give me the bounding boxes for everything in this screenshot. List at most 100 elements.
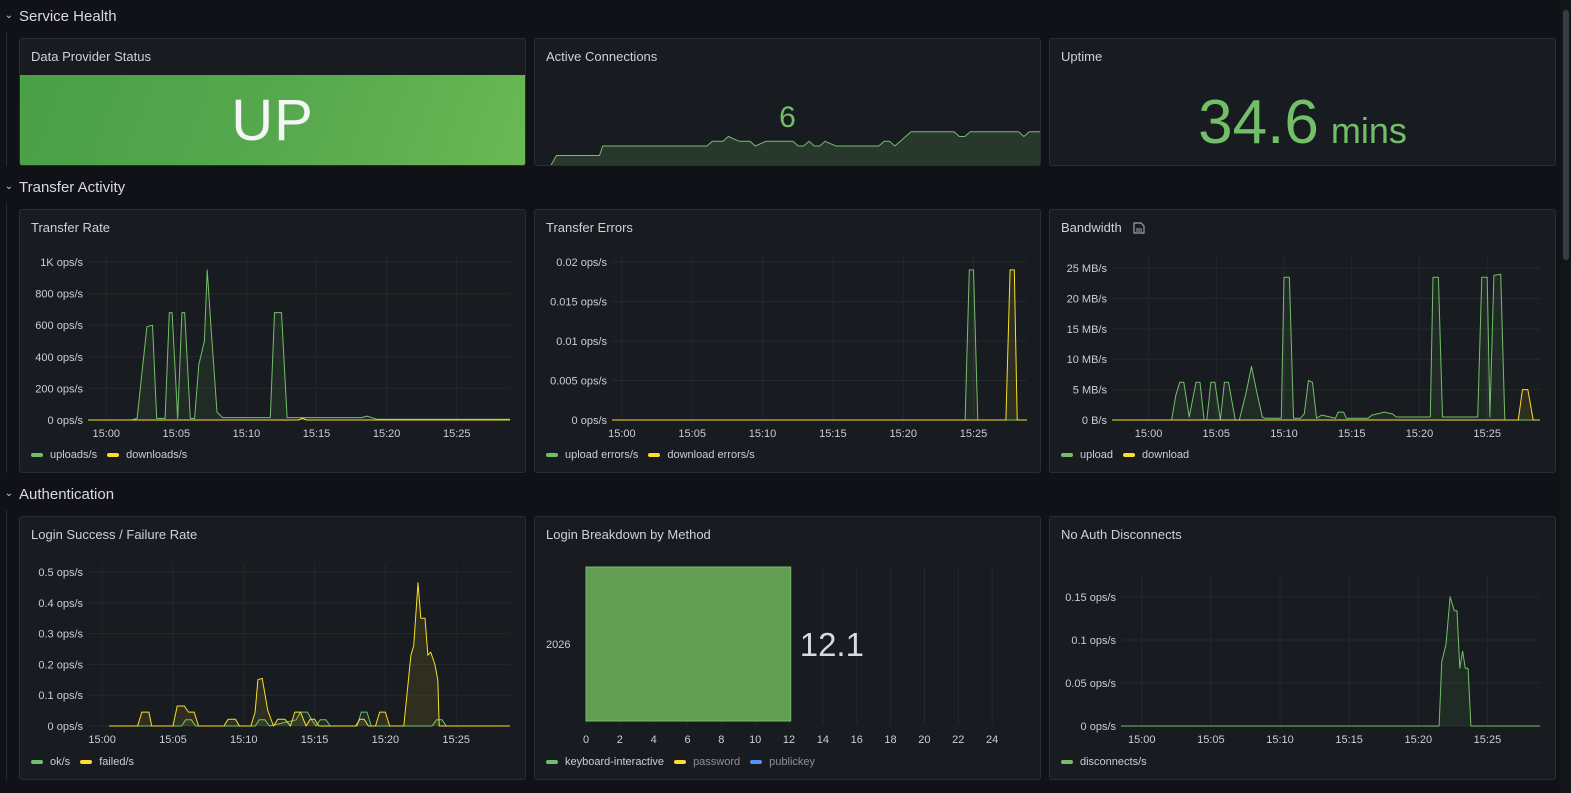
y-tick-label: 200 ops/s xyxy=(35,383,83,395)
y-tick-label: 400 ops/s xyxy=(35,352,83,364)
panel-title[interactable]: No Auth Disconnects xyxy=(1061,527,1182,542)
y-tick-label: 0.005 ops/s xyxy=(550,376,607,388)
y-tick-label: 800 ops/s xyxy=(35,289,83,301)
transfer-errors-chart: 0 ops/s 0.005 ops/s 0.01 ops/s 0.015 ops/s 0… xyxy=(550,254,1027,440)
x-tick-label: 15:20 xyxy=(373,428,401,440)
row-title: Transfer Activity xyxy=(19,178,126,196)
row-rail xyxy=(6,32,7,166)
x-tick-label: 15:20 xyxy=(1405,734,1433,746)
legend-item[interactable]: downloads/s xyxy=(107,449,187,461)
x-tick-label: 15:05 xyxy=(1197,734,1225,746)
row-title: Service Health xyxy=(19,7,117,25)
sparkline-line xyxy=(550,131,1040,165)
x-tick-label: 15:25 xyxy=(960,428,988,440)
panel-title-text: Login Breakdown by Method xyxy=(546,527,711,542)
x-tick-label: 15:25 xyxy=(442,734,470,746)
x-tick-label: 15:10 xyxy=(749,428,777,440)
login-rate-chart: 0 ops/s 0.1 ops/s 0.2 ops/s 0.3 ops/s 0.4 op… xyxy=(38,564,510,746)
panel-title[interactable]: Login Success / Failure Rate xyxy=(31,527,197,542)
y-tick-label: 10 MB/s xyxy=(1067,354,1108,366)
chevron-down-icon[interactable]: ⌄ xyxy=(4,180,14,192)
y-tick-label: 0.1 ops/s xyxy=(38,690,83,702)
x-tick-label: 15:10 xyxy=(230,734,258,746)
x-tick-label: 8 xyxy=(718,734,724,746)
x-tick-label: 15:05 xyxy=(1203,428,1231,440)
y-tick-label: 25 MB/s xyxy=(1067,263,1108,275)
panel-title[interactable]: Active Connections xyxy=(546,49,657,64)
series-area xyxy=(109,582,510,726)
legend-item[interactable]: download errors/s xyxy=(648,449,755,461)
row-title: Authentication xyxy=(19,485,115,503)
legend: keyboard-interactive password publickey xyxy=(546,756,815,768)
legend-item[interactable]: upload errors/s xyxy=(546,449,638,461)
status-value-box: UP xyxy=(20,75,525,165)
x-tick-label: 15:25 xyxy=(443,428,471,440)
panel-title[interactable]: Bandwidth xyxy=(1061,220,1146,235)
legend-label: upload xyxy=(1080,449,1114,461)
legend-swatch xyxy=(546,760,558,764)
x-tick-label: 12 xyxy=(783,734,795,746)
chevron-down-icon[interactable]: ⌄ xyxy=(4,9,14,21)
x-tick-label: 15:05 xyxy=(163,428,191,440)
legend-item[interactable]: failed/s xyxy=(80,756,134,768)
legend: disconnects/s xyxy=(1061,756,1147,768)
x-tick-label: 15:00 xyxy=(92,428,120,440)
panel-title-text: Data Provider Status xyxy=(31,49,151,64)
row-service-health[interactable]: ⌄ Service Health xyxy=(0,4,117,28)
row-rail xyxy=(6,203,7,473)
legend-item[interactable]: upload xyxy=(1061,449,1113,461)
row-transfer-activity[interactable]: ⌄ Transfer Activity xyxy=(0,175,125,199)
legend-swatch xyxy=(31,760,43,764)
scrollbar-thumb[interactable] xyxy=(1563,10,1569,260)
no-auth-chart: 0 ops/s 0.05 ops/s 0.1 ops/s 0.15 ops/s 15:0… xyxy=(1065,576,1540,746)
legend-label: download xyxy=(1142,449,1190,461)
stat-unit: mins xyxy=(1330,110,1407,151)
x-tick-label: 0 xyxy=(583,734,589,746)
x-tick-label: 15:10 xyxy=(1266,734,1294,746)
legend-item[interactable]: ok/s xyxy=(31,756,70,768)
legend-swatch xyxy=(750,760,763,764)
panel-title[interactable]: Transfer Rate xyxy=(31,220,110,235)
series-area xyxy=(612,269,1027,420)
legend: upload errors/s download errors/s xyxy=(546,449,755,461)
y-tick-label: 0.4 ops/s xyxy=(38,598,83,610)
legend-label: uploads/s xyxy=(50,449,98,461)
legend-item[interactable]: download xyxy=(1123,449,1189,461)
x-tick-label: 15:25 xyxy=(1473,428,1501,440)
legend: uploads/s downloads/s xyxy=(31,449,187,461)
row-rail xyxy=(6,510,7,780)
series-area xyxy=(612,269,1027,420)
panel-description-icon[interactable] xyxy=(1132,221,1146,234)
x-tick-label: 6 xyxy=(684,734,690,746)
row-authentication[interactable]: ⌄ Authentication xyxy=(0,482,114,506)
y-tick-label: 600 ops/s xyxy=(35,320,83,332)
y-tick-label: 0 ops/s xyxy=(572,415,608,427)
panel-title-text: Transfer Rate xyxy=(31,220,110,235)
x-tick-label: 15:10 xyxy=(233,428,261,440)
legend-label: upload errors/s xyxy=(565,449,639,461)
legend-item[interactable]: publickey xyxy=(750,756,815,768)
legend-item[interactable]: keyboard-interactive xyxy=(546,756,664,768)
series-area xyxy=(1112,274,1540,420)
panel-transfer-errors: Transfer Errors 0 ops/s 0.005 ops/s 0.01 o… xyxy=(534,209,1041,473)
legend-swatch xyxy=(1061,760,1073,764)
panel-title[interactable]: Data Provider Status xyxy=(31,49,151,64)
panel-title[interactable]: Transfer Errors xyxy=(546,220,633,235)
legend-label: ok/s xyxy=(50,756,71,768)
panel-title-text: Uptime xyxy=(1061,49,1103,64)
series-area xyxy=(109,712,510,726)
stat-value-wrap: 34.6 mins xyxy=(1050,87,1555,158)
legend: upload download xyxy=(1061,449,1189,461)
chevron-down-icon[interactable]: ⌄ xyxy=(4,487,14,499)
legend-swatch xyxy=(674,760,687,764)
x-tick-label: 22 xyxy=(952,734,964,746)
panel-title[interactable]: Uptime xyxy=(1061,49,1102,64)
legend-item[interactable]: disconnects/s xyxy=(1061,756,1147,768)
legend-item[interactable]: uploads/s xyxy=(31,449,97,461)
legend-item[interactable]: password xyxy=(674,756,740,768)
panel-title[interactable]: Login Breakdown by Method xyxy=(546,527,711,542)
legend-label: download errors/s xyxy=(667,449,755,461)
page-scrollbar[interactable] xyxy=(1561,0,1571,793)
x-tick-label: 15:25 xyxy=(1474,734,1502,746)
